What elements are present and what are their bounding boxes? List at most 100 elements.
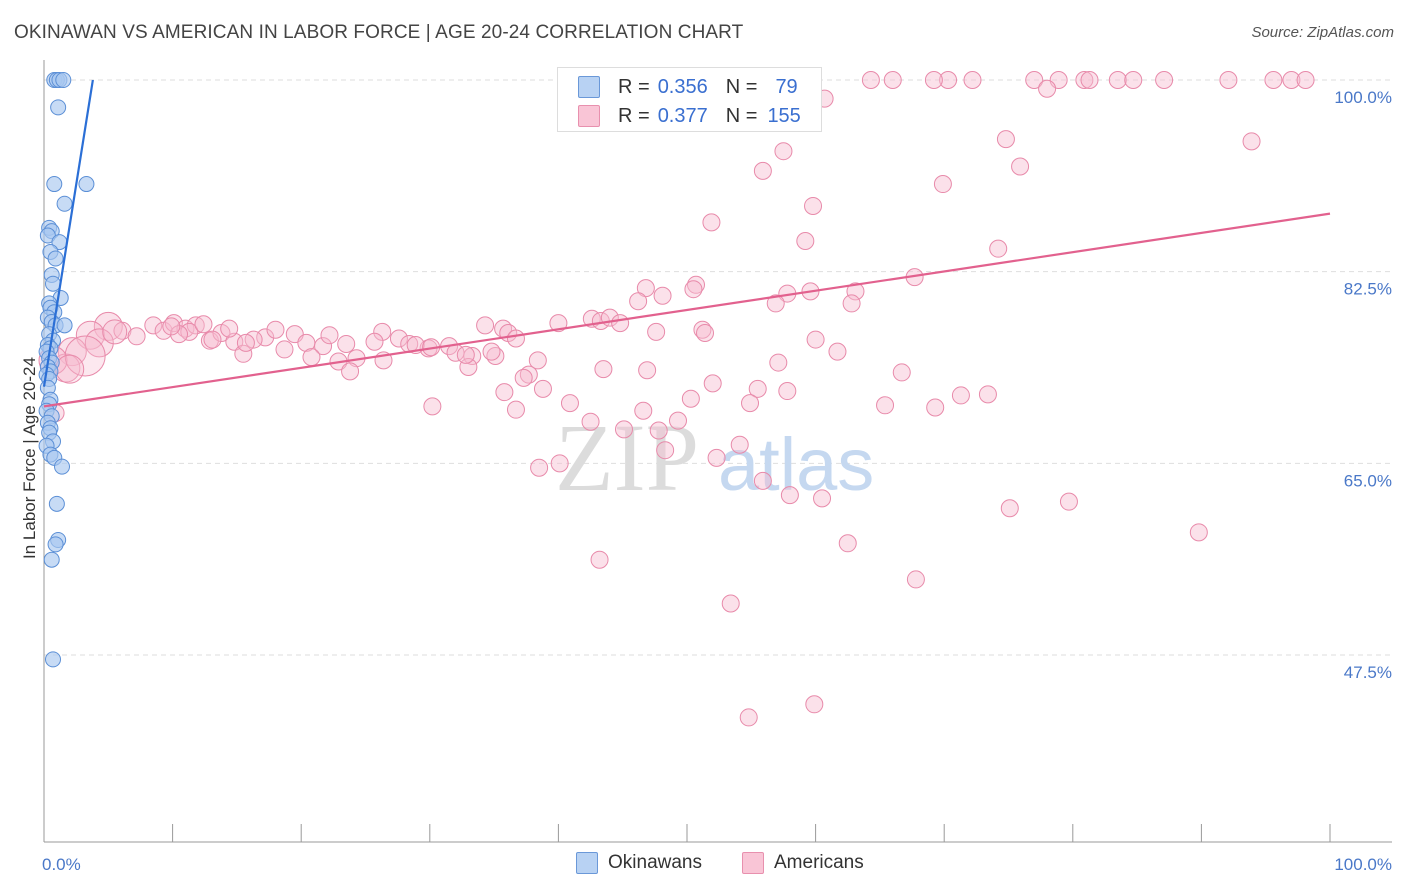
american-point	[933, 175, 952, 194]
american-point	[739, 708, 758, 727]
american-point	[774, 142, 793, 161]
american-point	[1155, 71, 1174, 89]
american-point	[838, 534, 857, 553]
american-point	[314, 337, 333, 356]
american-point	[186, 316, 205, 335]
y-axis-label: In Labor Force | Age 20-24	[20, 357, 39, 559]
american-point	[804, 196, 823, 215]
american-point	[996, 130, 1015, 149]
american-point	[1075, 71, 1094, 89]
american-point	[647, 322, 666, 341]
okinawan-points	[38, 72, 95, 668]
legend-r-value: 0.356	[657, 75, 708, 98]
okinawan-point	[46, 176, 63, 193]
american-point	[636, 279, 655, 298]
okinawan-point	[55, 72, 72, 88]
american-point	[1038, 79, 1057, 98]
american-point	[634, 401, 653, 420]
okinawan-swatch	[576, 852, 598, 874]
american-point	[748, 379, 767, 398]
okinawan-trendline	[42, 79, 94, 387]
american-point	[162, 317, 181, 336]
american-point	[560, 394, 579, 413]
legend-n-value: 155	[767, 104, 801, 127]
legend-item-americans: Americans	[742, 852, 864, 874]
american-point	[696, 324, 715, 342]
american-point	[629, 292, 648, 311]
american-point	[753, 471, 772, 490]
american-point	[389, 329, 408, 348]
american-point	[963, 71, 982, 89]
american-point	[84, 328, 114, 358]
legend-n-label: N =	[725, 75, 758, 98]
trendlines	[42, 79, 1331, 408]
american-point	[170, 325, 189, 344]
american-point	[1296, 71, 1315, 89]
american-point	[530, 458, 549, 477]
american-point	[766, 294, 785, 313]
american-point	[1219, 71, 1238, 89]
american-point	[127, 327, 146, 346]
american-point	[590, 550, 609, 569]
okinawan-point	[47, 536, 64, 553]
american-point	[989, 239, 1008, 258]
american-point	[1282, 71, 1301, 89]
american-point	[707, 448, 726, 467]
american-point	[805, 695, 824, 714]
american-point	[883, 71, 902, 89]
legend-row-okinawans: R = 0.356 N = 79	[578, 72, 798, 102]
american-point	[236, 333, 255, 352]
american-point	[373, 322, 392, 341]
american-point	[533, 379, 552, 398]
american-point	[144, 316, 163, 335]
american-point	[1264, 71, 1283, 89]
legend-row-americans: R = 0.377 N = 155	[578, 101, 801, 131]
american-point	[55, 354, 85, 384]
american-trendline	[43, 212, 1331, 408]
y-tick-label: 82.5%	[1344, 280, 1392, 299]
okinawan-point	[50, 99, 67, 116]
okinawan-point	[56, 317, 73, 334]
american-point	[495, 383, 514, 402]
series-legend: Okinawans Americans	[576, 852, 904, 874]
american-point	[681, 389, 700, 408]
american-point	[638, 361, 657, 380]
american-point	[459, 357, 478, 376]
okinawan-point	[45, 651, 62, 668]
okinawan-point	[47, 250, 64, 267]
okinawan-swatch	[578, 76, 600, 98]
american-point	[1242, 132, 1261, 151]
american-point	[102, 319, 128, 345]
american-point	[550, 454, 569, 473]
american-points	[38, 71, 1315, 727]
american-point	[1011, 157, 1030, 176]
american-point	[423, 397, 442, 416]
y-tick-label: 65.0%	[1344, 471, 1392, 490]
legend-label-americans: Americans	[774, 852, 864, 873]
american-point	[1000, 499, 1019, 518]
american-point	[1025, 71, 1044, 89]
american-point	[476, 316, 495, 335]
american-point	[528, 351, 547, 370]
american-point	[721, 594, 740, 613]
american-point	[769, 353, 788, 372]
american-point	[876, 396, 895, 415]
x-tick-min: 0.0%	[42, 855, 81, 874]
american-point	[482, 342, 501, 361]
american-point	[780, 486, 799, 505]
legend-n-value: 79	[775, 75, 798, 98]
american-swatch	[742, 852, 764, 874]
okinawan-point	[48, 495, 65, 512]
okinawan-point	[54, 458, 71, 475]
american-point	[164, 314, 183, 333]
american-point	[926, 398, 945, 417]
american-point	[1189, 523, 1208, 542]
y-tick-label: 100.0%	[1334, 88, 1392, 107]
chart-title: OKINAWAN VS AMERICAN IN LABOR FORCE | AG…	[14, 22, 744, 43]
legend-label-okinawans: Okinawans	[608, 852, 702, 873]
american-point	[861, 71, 880, 89]
american-point	[514, 368, 533, 387]
american-point	[194, 315, 213, 334]
american-point	[656, 441, 675, 460]
american-point	[906, 570, 925, 589]
